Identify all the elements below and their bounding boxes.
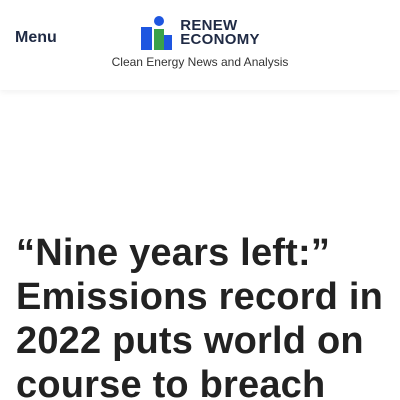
- site-header: Menu RENEW ECONOMY Clean Energy News and…: [0, 0, 400, 90]
- site-tagline: Clean Energy News and Analysis: [111, 55, 289, 69]
- menu-button[interactable]: Menu: [15, 29, 57, 46]
- site-logo[interactable]: RENEW ECONOMY: [140, 15, 260, 51]
- logo-wordmark: RENEW ECONOMY: [180, 17, 260, 48]
- logo-line-economy: ECONOMY: [180, 31, 260, 48]
- article-title: “Nine years left:” Emissions record in 2…: [16, 232, 384, 400]
- logo-line-renew: RENEW: [180, 17, 238, 34]
- ad-space: [0, 90, 400, 230]
- brand: RENEW ECONOMY Clean Energy News and Anal…: [0, 15, 400, 69]
- renew-economy-logo-icon: [141, 16, 173, 50]
